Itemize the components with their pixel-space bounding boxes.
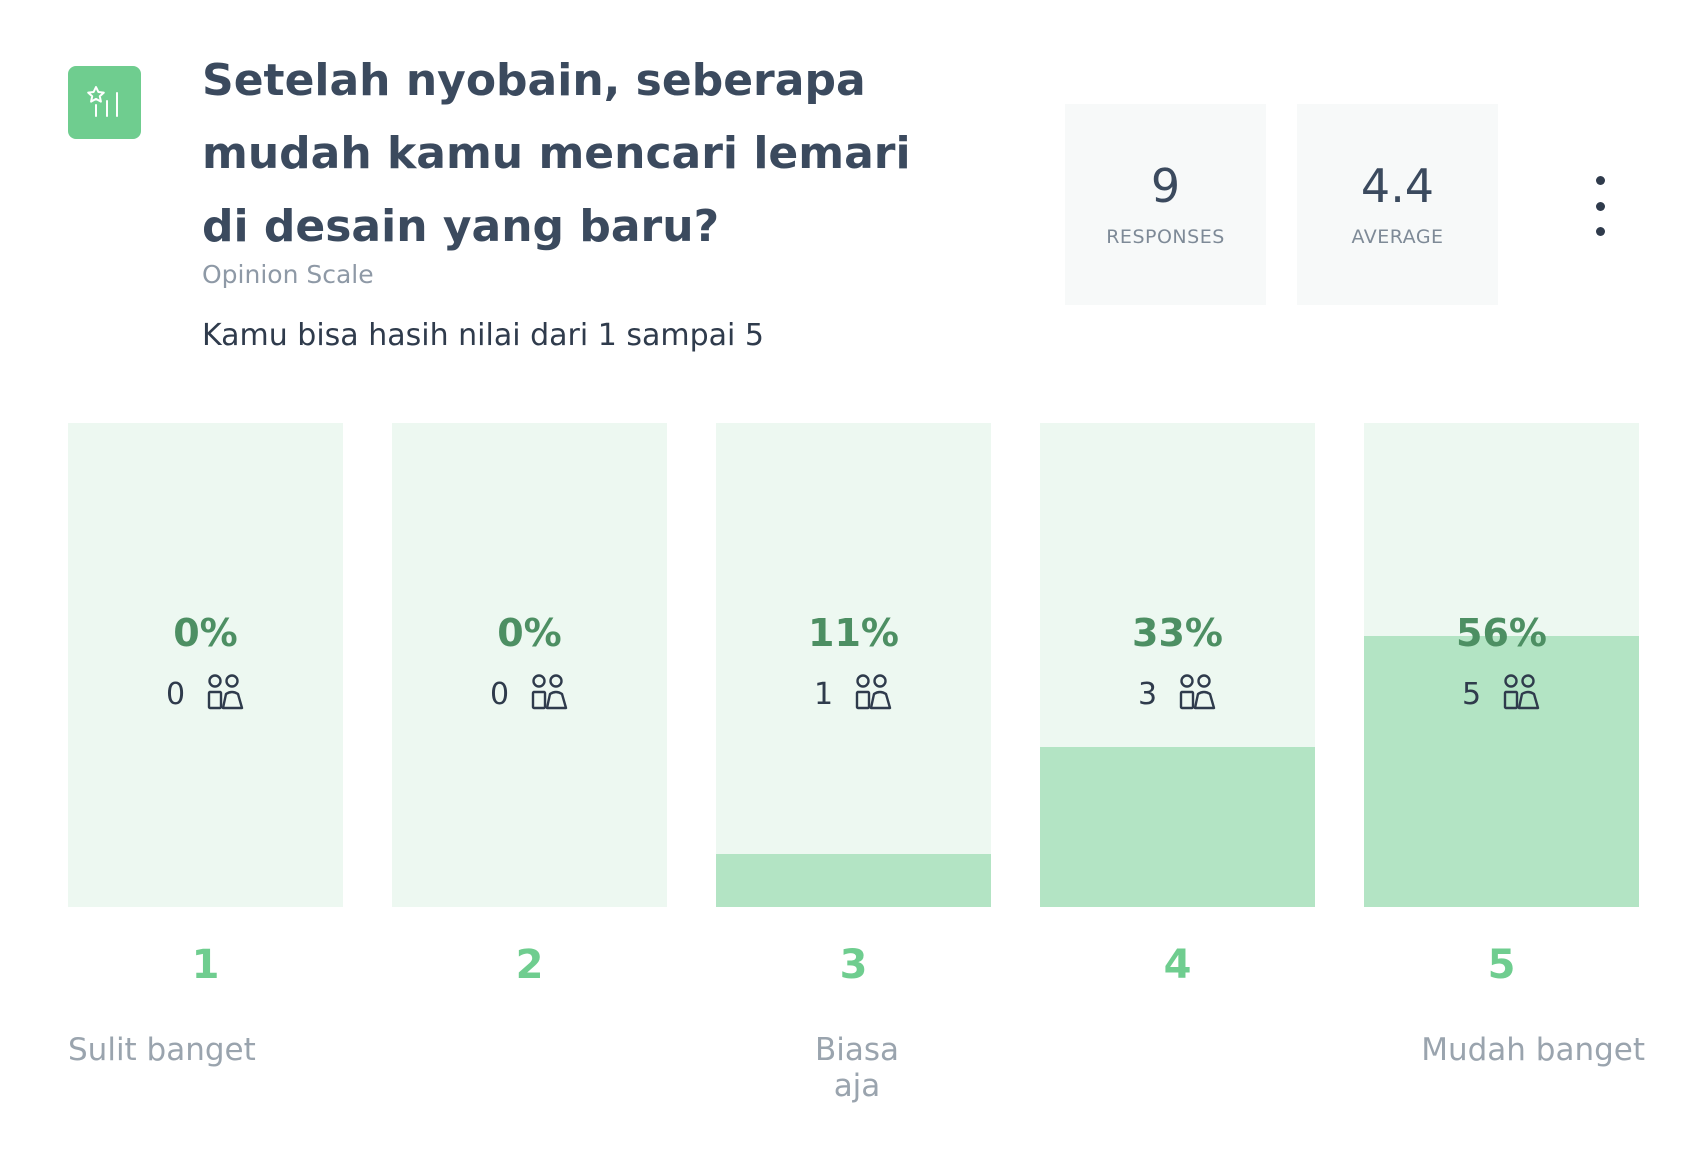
- bar-count: 5: [1364, 673, 1639, 715]
- bar-percent-label: 56%: [1456, 611, 1547, 655]
- question-title: Setelah nyobain, seberapa mudah kamu men…: [202, 55, 911, 252]
- responses-card: 9 RESPONSES: [1065, 104, 1266, 305]
- opinion-scale-icon: [68, 66, 141, 139]
- people-icon: [1177, 673, 1217, 715]
- bar-count: 0: [68, 673, 343, 715]
- scale-number-3: 3: [839, 942, 868, 988]
- bar-count: 3: [1040, 673, 1315, 715]
- average-label: AVERAGE: [1351, 226, 1444, 248]
- question-description: Kamu bisa hasih nilai dari 1 sampai 5: [202, 318, 764, 353]
- bar-count: 0: [392, 673, 667, 715]
- bar-fill-3: [716, 853, 991, 907]
- scale-number-5: 5: [1487, 942, 1516, 988]
- responses-label: RESPONSES: [1106, 226, 1225, 248]
- bar-count-value: 5: [1461, 676, 1482, 712]
- question-type: Opinion Scale: [202, 260, 374, 289]
- bar-2[interactable]: 0% 0: [392, 423, 667, 907]
- average-card: 4.4 AVERAGE: [1297, 104, 1498, 305]
- people-icon: [1501, 673, 1541, 715]
- responses-value: 9: [1150, 159, 1181, 213]
- bar-count-value: 1: [813, 676, 834, 712]
- bar-percent-label: 0%: [497, 611, 562, 655]
- bar-percent-label: 33%: [1132, 611, 1223, 655]
- bar-1[interactable]: 0% 0: [68, 423, 343, 907]
- anchor-label-left: Sulit banget: [68, 1032, 256, 1068]
- bar-fill-4: [1040, 747, 1315, 907]
- bar-percent-label: 0%: [173, 611, 238, 655]
- bar-percent-label: 11%: [808, 611, 899, 655]
- bar-5[interactable]: 56% 5: [1364, 423, 1639, 907]
- people-icon: [205, 673, 245, 715]
- bar-fill-5: [1364, 635, 1639, 907]
- bar-count: 1: [716, 673, 991, 715]
- average-value: 4.4: [1360, 159, 1435, 213]
- bar-count-value: 0: [165, 676, 186, 712]
- people-icon: [529, 673, 569, 715]
- bar-count-value: 0: [489, 676, 510, 712]
- anchor-label-middle: Biasa aja: [814, 1032, 900, 1104]
- anchor-label-right: Mudah banget: [1421, 1032, 1645, 1068]
- scale-number-1: 1: [191, 942, 220, 988]
- bar-count-value: 3: [1137, 676, 1158, 712]
- bar-3[interactable]: 11% 1: [716, 423, 991, 907]
- scale-number-2: 2: [515, 942, 544, 988]
- people-icon: [853, 673, 893, 715]
- scale-number-4: 4: [1163, 942, 1192, 988]
- bar-4[interactable]: 33% 3: [1040, 423, 1315, 907]
- more-vertical-icon[interactable]: [1582, 176, 1618, 236]
